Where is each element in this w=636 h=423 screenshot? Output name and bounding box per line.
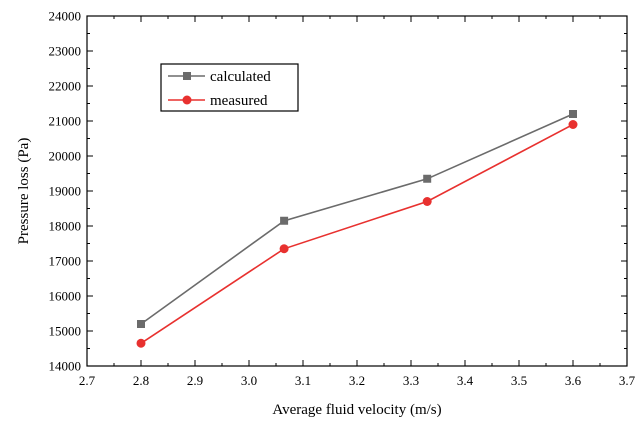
series-line-measured <box>140 123 574 344</box>
x-tick-label: 2.7 <box>79 373 96 388</box>
data-point-calculated <box>280 216 289 225</box>
y-tick-label: 24000 <box>49 9 82 24</box>
x-tick-label: 3.7 <box>619 373 636 388</box>
legend-marker-measured <box>182 95 192 105</box>
x-tick-label: 3.2 <box>349 373 365 388</box>
x-tick-label: 3.4 <box>457 373 474 388</box>
axes: 2.7 2.8 2.9 3.0 3.1 3.2 3.3 3.4 3.5 3.6 3.7 14000 15… <box>49 9 636 389</box>
y-tick-label: 20000 <box>49 149 82 164</box>
data-point-calculated <box>423 174 432 183</box>
legend-label-measured: measured <box>210 93 268 109</box>
y-tick-label: 18000 <box>49 219 82 234</box>
legend-label-calculated: calculated <box>210 69 271 85</box>
y-axis-title: Pressure loss (Pa) <box>16 138 32 245</box>
series-line-calculated <box>140 113 574 325</box>
legend: calculated measured <box>160 63 299 112</box>
x-tick-label: 2.9 <box>187 373 203 388</box>
y-tick-label: 16000 <box>49 289 82 304</box>
x-tick-label: 3.6 <box>565 373 582 388</box>
data-point-measured <box>422 197 432 206</box>
y-tick-label: 14000 <box>49 359 82 374</box>
x-tick-label: 2.8 <box>133 373 149 388</box>
data-point-measured <box>279 244 289 254</box>
data-point-measured <box>136 338 146 348</box>
x-axis-title: Average fluid velocity (m/s) <box>272 402 441 418</box>
y-tick-label: 23000 <box>49 44 82 59</box>
x-tick-label: 3.3 <box>403 373 419 388</box>
x-tick-label: 3.1 <box>295 373 311 388</box>
legend-marker-calculated <box>183 72 191 80</box>
y-tick-label: 19000 <box>49 184 82 199</box>
data-point-measured <box>568 120 578 129</box>
y-tick-label: 15000 <box>49 324 82 339</box>
data-point-calculated <box>137 320 145 328</box>
data-point-calculated <box>569 110 577 118</box>
y-tick-label: 22000 <box>49 79 82 94</box>
y-tick-label: 17000 <box>49 254 82 269</box>
series-layer <box>136 110 578 348</box>
y-tick-label: 21000 <box>49 114 82 129</box>
x-tick-label: 3.0 <box>241 373 257 388</box>
x-tick-label: 3.5 <box>511 373 527 388</box>
